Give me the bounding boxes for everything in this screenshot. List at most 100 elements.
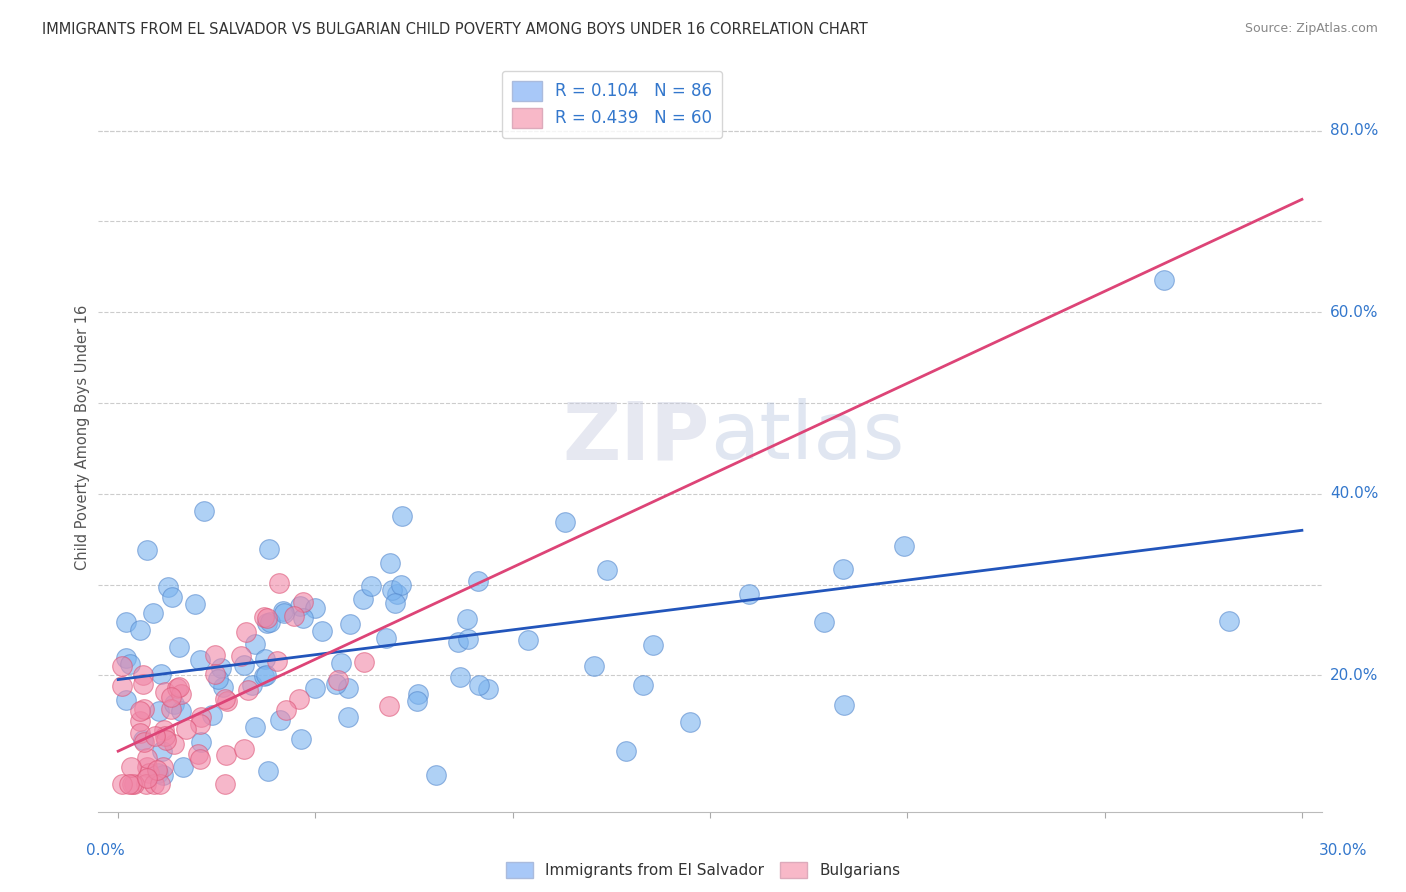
Y-axis label: Child Poverty Among Boys Under 16: Child Poverty Among Boys Under 16 [75, 304, 90, 570]
Point [215, 747, 238, 762]
Point [614, 744, 637, 758]
Point [468, 678, 491, 692]
Point [257, 764, 280, 778]
Point [188, 752, 211, 766]
Point [328, 673, 350, 687]
Point [290, 731, 312, 746]
Point [148, 705, 170, 719]
Text: 0.0%: 0.0% [86, 843, 125, 858]
Point [311, 624, 333, 638]
Point [214, 692, 236, 706]
Point [153, 729, 176, 743]
Point [516, 633, 538, 648]
Point [389, 578, 412, 592]
Point [449, 670, 471, 684]
Point [209, 661, 232, 675]
Point [596, 563, 619, 577]
Point [738, 587, 761, 601]
Point [243, 637, 266, 651]
Point [238, 682, 260, 697]
Text: ZIP: ZIP [562, 398, 710, 476]
Point [274, 703, 297, 717]
Point [111, 659, 134, 673]
Point [169, 687, 191, 701]
Point [467, 574, 489, 588]
Point [267, 576, 290, 591]
Point [283, 609, 305, 624]
Point [129, 726, 152, 740]
Legend: R = 0.104   N = 86, R = 0.439   N = 60: R = 0.104 N = 86, R = 0.439 N = 60 [502, 70, 723, 138]
Text: 40.0%: 40.0% [1330, 486, 1378, 501]
Point [142, 606, 165, 620]
Point [457, 632, 479, 647]
Point [190, 735, 212, 749]
Point [163, 698, 186, 712]
Point [163, 738, 186, 752]
Point [129, 623, 152, 637]
Point [214, 777, 236, 791]
Point [447, 635, 470, 649]
Point [679, 714, 702, 729]
Text: 60.0%: 60.0% [1330, 305, 1378, 319]
Point [235, 624, 257, 639]
Point [256, 615, 278, 630]
Point [256, 668, 278, 682]
Point [124, 777, 146, 791]
Point [336, 681, 359, 696]
Point [120, 760, 142, 774]
Point [143, 729, 166, 743]
Point [135, 760, 157, 774]
Point [146, 763, 169, 777]
Point [633, 678, 655, 692]
Point [243, 720, 266, 734]
Point [456, 612, 478, 626]
Point [253, 610, 276, 624]
Point [391, 508, 413, 523]
Text: IMMIGRANTS FROM EL SALVADOR VS BULGARIAN CHILD POVERTY AMONG BOYS UNDER 16 CORRE: IMMIGRANTS FROM EL SALVADOR VS BULGARIAN… [42, 22, 868, 37]
Point [135, 777, 157, 791]
Point [375, 631, 398, 645]
Point [232, 658, 254, 673]
Point [172, 759, 194, 773]
Point [554, 515, 576, 529]
Point [136, 542, 159, 557]
Point [166, 681, 188, 696]
Point [111, 679, 134, 693]
Point [337, 709, 360, 723]
Point [257, 541, 280, 556]
Point [259, 615, 281, 629]
Point [132, 702, 155, 716]
Point [266, 654, 288, 668]
Point [240, 678, 263, 692]
Point [118, 777, 141, 791]
Text: 80.0%: 80.0% [1330, 123, 1378, 138]
Point [893, 539, 915, 553]
Point [377, 699, 399, 714]
Point [583, 659, 606, 673]
Point [190, 653, 212, 667]
Point [153, 685, 176, 699]
Point [149, 666, 172, 681]
Point [381, 583, 404, 598]
Point [193, 504, 215, 518]
Text: Source: ZipAtlas.com: Source: ZipAtlas.com [1244, 22, 1378, 36]
Point [832, 698, 855, 712]
Point [190, 710, 212, 724]
Point [170, 704, 193, 718]
Point [831, 561, 853, 575]
Point [159, 702, 181, 716]
Point [128, 704, 150, 718]
Point [160, 590, 183, 604]
Point [271, 604, 294, 618]
Point [152, 760, 174, 774]
Point [159, 690, 181, 704]
Point [167, 640, 190, 654]
Point [1153, 273, 1175, 287]
Point [152, 768, 174, 782]
Point [304, 601, 326, 615]
Point [132, 676, 155, 690]
Point [813, 615, 835, 630]
Point [187, 747, 209, 761]
Point [229, 649, 252, 664]
Point [425, 768, 447, 782]
